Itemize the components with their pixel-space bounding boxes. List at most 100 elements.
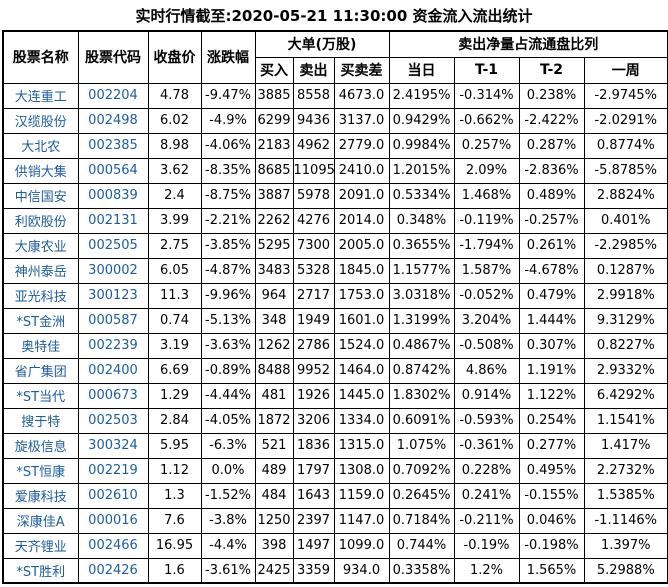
stock-code-cell[interactable]: 000564 (77, 157, 149, 184)
stock-code-cell[interactable]: 002219 (77, 457, 149, 484)
week-ratio-cell: 9.3129% (583, 307, 668, 334)
day-ratio-cell: 1.1577% (388, 257, 455, 284)
table-row: *ST金洲 000587 0.74 -5.13% 348 1949 1601.0 1.3199… (2, 307, 668, 334)
t2-ratio-cell: 0.307% (518, 332, 585, 359)
week-ratio-cell: 1.397% (583, 532, 668, 559)
t2-ratio-cell: 1.191% (518, 357, 585, 384)
buy-sell-diff-cell: 1334.0 (333, 407, 390, 434)
table-row: 大连重工 002204 4.78 -9.47% 3885 8558 4673.0 2.4195… (2, 82, 668, 109)
stock-name-cell[interactable]: 利欧股份 (2, 207, 79, 234)
stock-code-cell[interactable]: 000587 (77, 307, 149, 334)
stock-code-cell[interactable]: 002400 (77, 357, 149, 384)
sell-volume-cell: 1797 (292, 457, 335, 484)
week-ratio-cell: 2.9918% (583, 282, 668, 309)
change-percent-cell: -4.44% (200, 382, 256, 409)
buy-volume-cell: 398 (254, 532, 294, 559)
buy-volume-cell: 2425 (254, 557, 294, 584)
change-percent-cell: -4.05% (200, 407, 256, 434)
stock-code-cell[interactable]: 300123 (77, 282, 149, 309)
sell-volume-cell: 1949 (292, 307, 335, 334)
header-t1-ratio: T-1 (453, 56, 520, 84)
day-ratio-cell: 1.075% (388, 432, 455, 459)
change-percent-cell: -9.47% (200, 82, 256, 109)
sell-volume-cell: 1497 (292, 532, 335, 559)
close-price-cell: 5.95 (147, 432, 202, 459)
t1-ratio-cell: 1.468% (453, 182, 520, 209)
day-ratio-cell: 0.9429% (388, 107, 455, 134)
stock-name-cell[interactable]: 大北农 (2, 132, 79, 159)
stock-name-cell[interactable]: 搜于特 (2, 407, 79, 434)
week-ratio-cell: -2.0291% (583, 107, 668, 134)
t2-ratio-cell: -0.198% (518, 532, 585, 559)
close-price-cell: 7.6 (147, 507, 202, 534)
close-price-cell: 1.12 (147, 457, 202, 484)
stock-name-cell[interactable]: *ST恒康 (2, 457, 79, 484)
stock-name-cell[interactable]: 奥特佳 (2, 332, 79, 359)
stock-code-cell[interactable]: 300324 (77, 432, 149, 459)
table-row: 奥特佳 002239 3.19 -3.63% 1262 2786 1524.0 0.4867%… (2, 332, 668, 359)
sell-volume-cell: 5328 (292, 257, 335, 284)
change-percent-cell: -8.35% (200, 157, 256, 184)
change-percent-cell: -6.3% (200, 432, 256, 459)
sell-volume-cell: 7300 (292, 232, 335, 259)
stock-code-cell[interactable]: 000016 (77, 507, 149, 534)
week-ratio-cell: 0.8774% (583, 132, 668, 159)
t1-ratio-cell: -1.794% (453, 232, 520, 259)
buy-sell-diff-cell: 1147.0 (333, 507, 390, 534)
buy-volume-cell: 964 (254, 282, 294, 309)
buy-sell-diff-cell: 1845.0 (333, 257, 390, 284)
stock-name-cell[interactable]: 省广集团 (2, 357, 79, 384)
stock-name-cell[interactable]: 爱康科技 (2, 482, 79, 509)
stock-code-cell[interactable]: 002131 (77, 207, 149, 234)
stock-code-cell[interactable]: 002610 (77, 482, 149, 509)
t1-ratio-cell: -0.361% (453, 432, 520, 459)
t1-ratio-cell: -0.662% (453, 107, 520, 134)
t1-ratio-cell: 4.86% (453, 357, 520, 384)
week-ratio-cell: 0.401% (583, 207, 668, 234)
change-percent-cell: -4.9% (200, 107, 256, 134)
buy-sell-diff-cell: 4673.0 (333, 82, 390, 109)
stock-name-cell[interactable]: *ST胜利 (2, 557, 79, 584)
stock-code-cell[interactable]: 002505 (77, 232, 149, 259)
stock-code-cell[interactable]: 300002 (77, 257, 149, 284)
stock-name-cell[interactable]: 深康佳A (2, 507, 79, 534)
stock-name-cell[interactable]: 神州泰岳 (2, 257, 79, 284)
stock-code-cell[interactable]: 002426 (77, 557, 149, 584)
stock-name-cell[interactable]: 汉缆股份 (2, 107, 79, 134)
stock-name-cell[interactable]: *ST金洲 (2, 307, 79, 334)
table-row: 天齐锂业 002466 16.95 -4.4% 398 1497 1099.0 0.744% -… (2, 532, 668, 559)
stock-code-cell[interactable]: 002466 (77, 532, 149, 559)
stock-name-cell[interactable]: 大连重工 (2, 82, 79, 109)
stock-name-cell[interactable]: 天齐锂业 (2, 532, 79, 559)
table-row: 汉缆股份 002498 6.02 -4.9% 6299 9436 3137.0 0.9429%… (2, 107, 668, 134)
sell-volume-cell: 5978 (292, 182, 335, 209)
table-row: 爱康科技 002610 1.3 -1.52% 484 1643 1159.0 0.2645% 0… (2, 482, 668, 509)
stock-name-cell[interactable]: 亚光科技 (2, 282, 79, 309)
stock-code-cell[interactable]: 002503 (77, 407, 149, 434)
buy-sell-diff-cell: 1601.0 (333, 307, 390, 334)
buy-sell-diff-cell: 934.0 (333, 557, 390, 584)
stock-code-cell[interactable]: 002385 (77, 132, 149, 159)
header-stock-name: 股票名称 (2, 30, 79, 84)
t1-ratio-cell: 1.2% (453, 557, 520, 584)
stock-name-cell[interactable]: 供销大集 (2, 157, 79, 184)
stock-name-cell[interactable]: 大康农业 (2, 232, 79, 259)
week-ratio-cell: 1.1541% (583, 407, 668, 434)
stock-code-cell[interactable]: 002239 (77, 332, 149, 359)
sell-volume-cell: 9436 (292, 107, 335, 134)
stock-code-cell[interactable]: 000839 (77, 182, 149, 209)
stock-name-cell[interactable]: 中信国安 (2, 182, 79, 209)
header-day-ratio: 当日 (388, 56, 455, 84)
stock-name-cell[interactable]: 旋极信息 (2, 432, 79, 459)
stock-name-cell[interactable]: *ST当代 (2, 382, 79, 409)
week-ratio-cell: 2.9332% (583, 357, 668, 384)
week-ratio-cell: 1.5385% (583, 482, 668, 509)
header-net-sell-ratio-group: 卖出净量占流通盘比列 (388, 30, 668, 58)
buy-sell-diff-cell: 1099.0 (333, 532, 390, 559)
t1-ratio-cell: 0.241% (453, 482, 520, 509)
day-ratio-cell: 0.2645% (388, 482, 455, 509)
stock-code-cell[interactable]: 002204 (77, 82, 149, 109)
stock-code-cell[interactable]: 000673 (77, 382, 149, 409)
stock-code-cell[interactable]: 002498 (77, 107, 149, 134)
header-change-percent: 涨跌幅 (200, 30, 256, 84)
